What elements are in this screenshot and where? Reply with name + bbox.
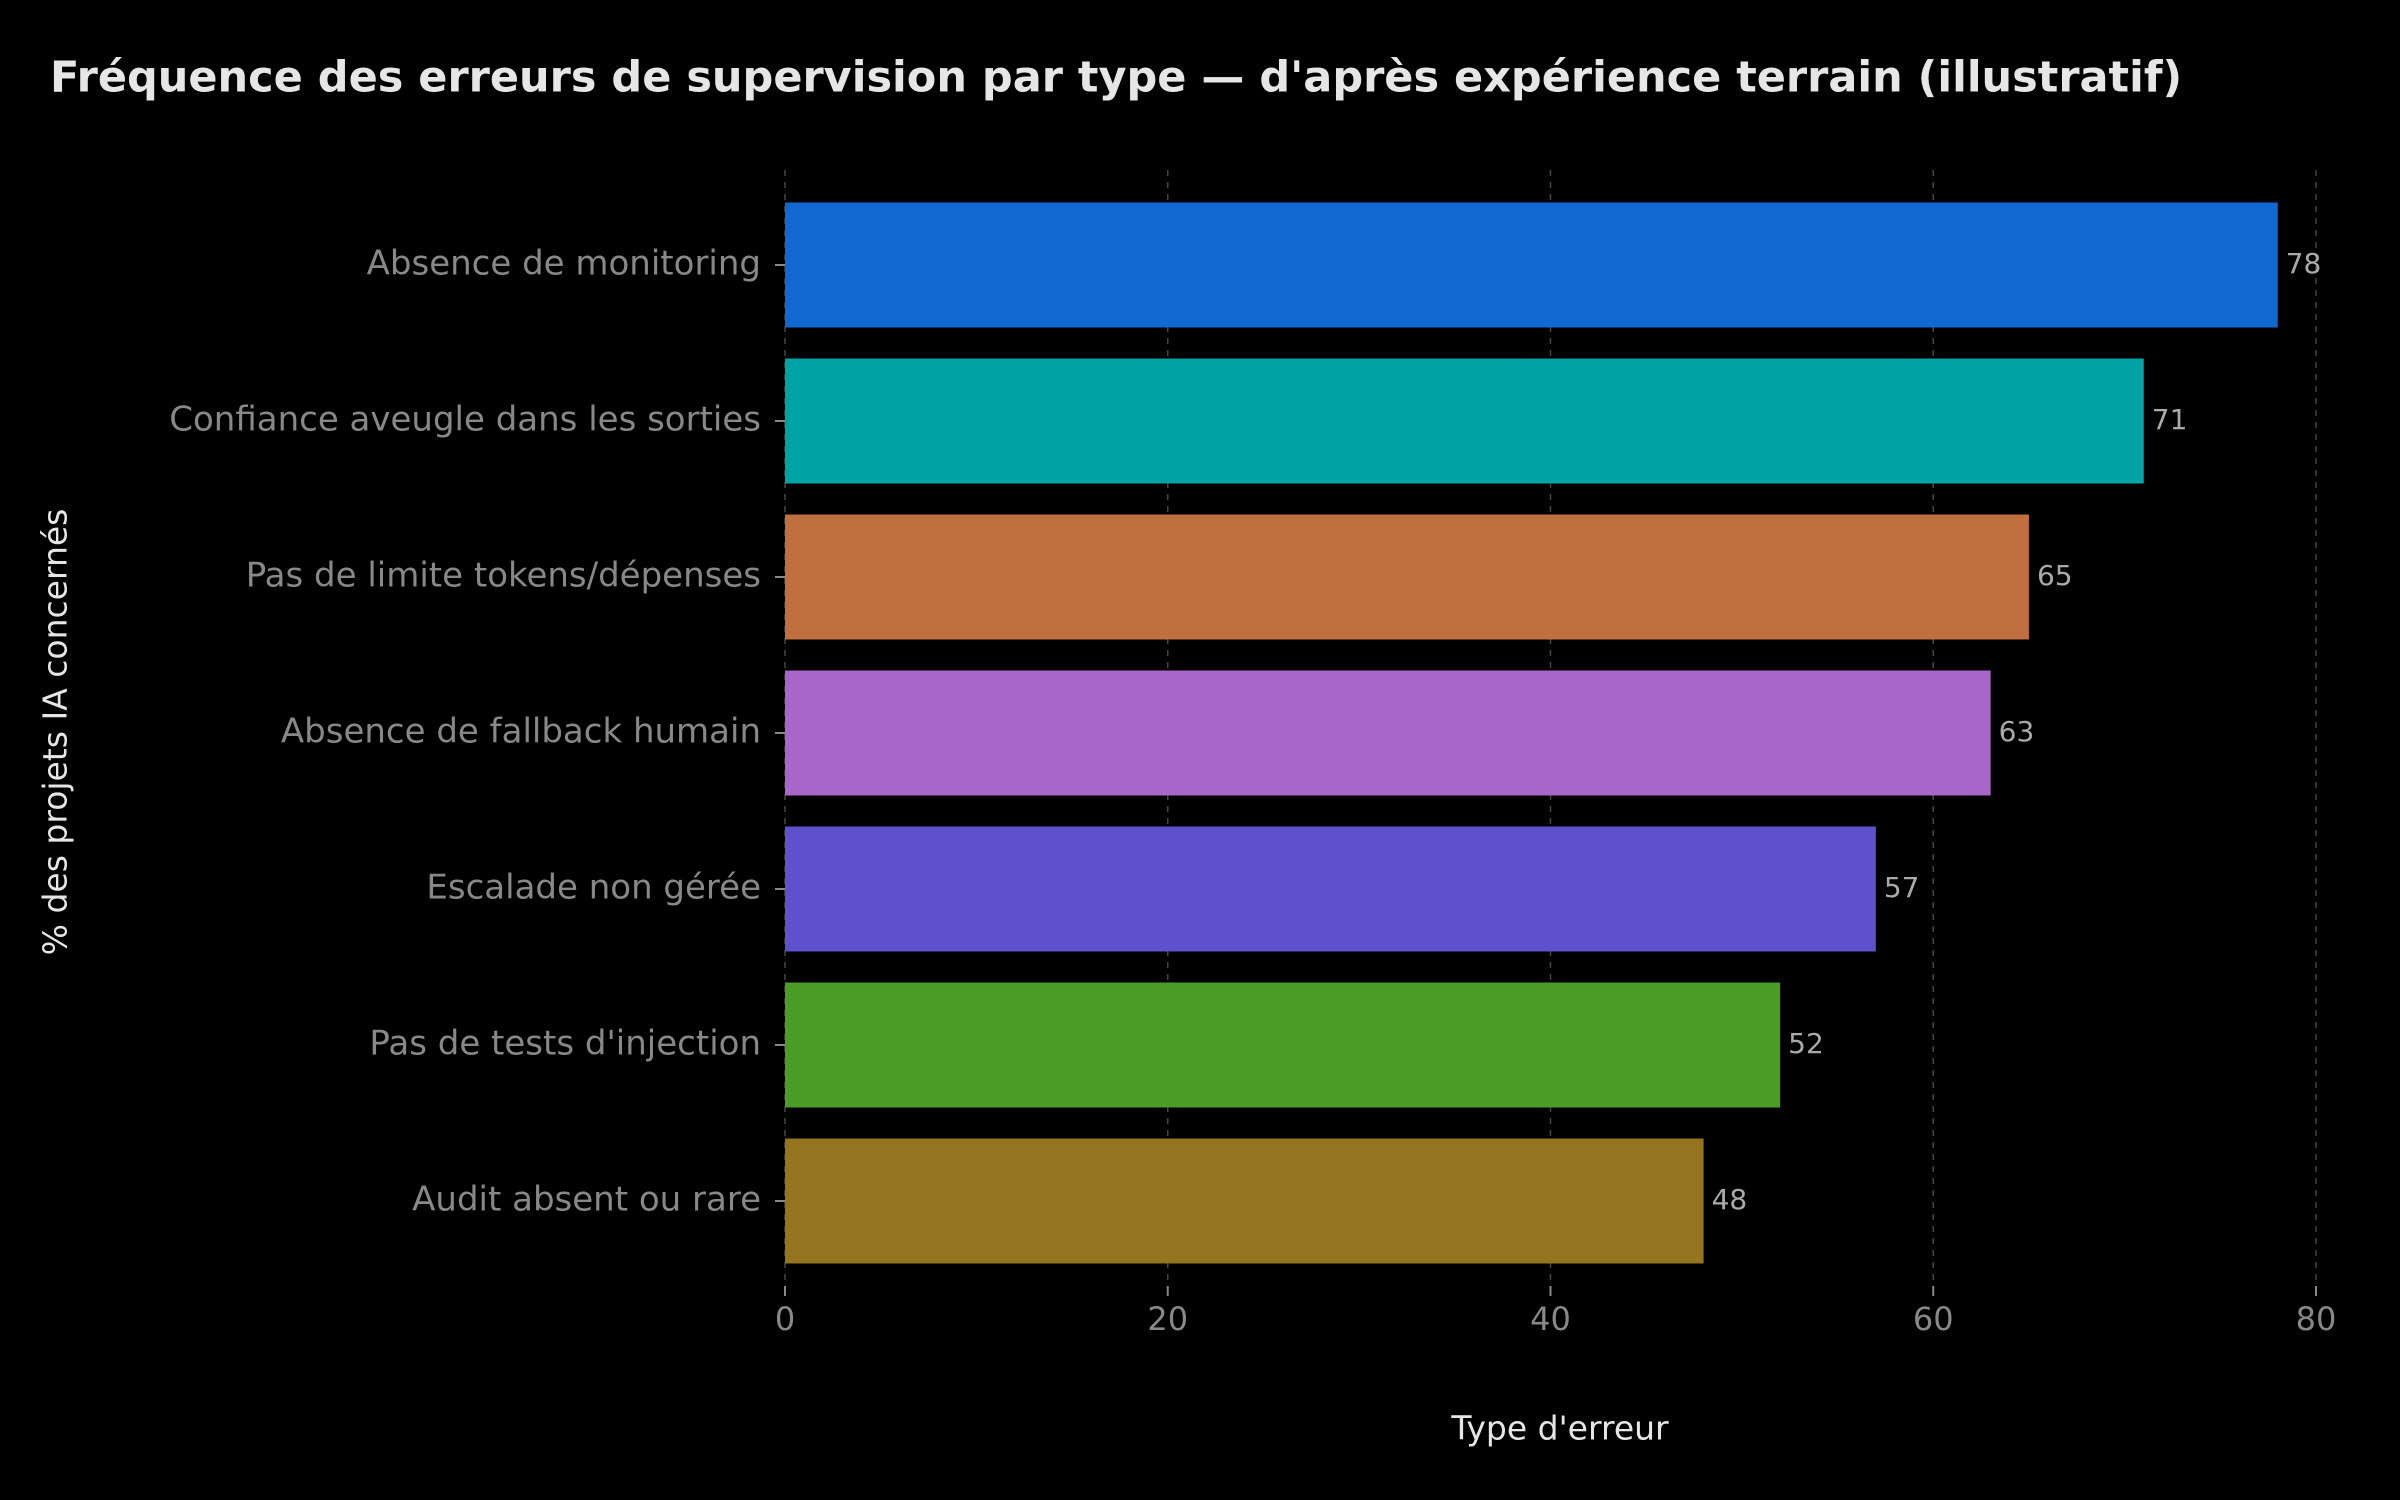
bar — [785, 358, 2144, 484]
bar — [785, 1138, 1704, 1264]
x-tick-label: 40 — [1530, 1300, 1571, 1338]
bar — [785, 670, 1991, 796]
y-tick-label: Absence de fallback humain — [281, 712, 761, 752]
value-label: 57 — [1884, 871, 1920, 904]
x-tick-label: 60 — [1913, 1300, 1954, 1338]
bar — [785, 826, 1876, 952]
value-label: 52 — [1788, 1027, 1824, 1060]
value-label: 48 — [1712, 1183, 1748, 1216]
y-axis-label: % des projets IA concernés — [36, 509, 75, 956]
y-tick-label: Absence de monitoring — [367, 244, 761, 284]
y-tick-label: Pas de tests d'injection — [369, 1024, 761, 1064]
x-axis-label: Type d'erreur — [1450, 1409, 1669, 1448]
y-tick-label: Pas de limite tokens/dépenses — [246, 556, 761, 596]
bar — [785, 514, 2029, 640]
value-label: 78 — [2286, 247, 2322, 280]
bar — [785, 202, 2278, 328]
y-tick-label: Audit absent ou rare — [412, 1180, 761, 1220]
value-label: 65 — [2037, 559, 2073, 592]
x-tick-label: 0 — [775, 1300, 795, 1338]
y-tick-label: Escalade non gérée — [426, 868, 761, 908]
chart-title: Fréquence des erreurs de supervision par… — [50, 53, 2182, 103]
bar — [785, 982, 1781, 1108]
value-label: 71 — [2152, 403, 2188, 436]
y-tick-label: Confiance aveugle dans les sorties — [169, 400, 761, 440]
value-label: 63 — [1999, 715, 2035, 748]
x-tick-label: 20 — [1147, 1300, 1188, 1338]
x-tick-label: 80 — [2296, 1300, 2337, 1338]
